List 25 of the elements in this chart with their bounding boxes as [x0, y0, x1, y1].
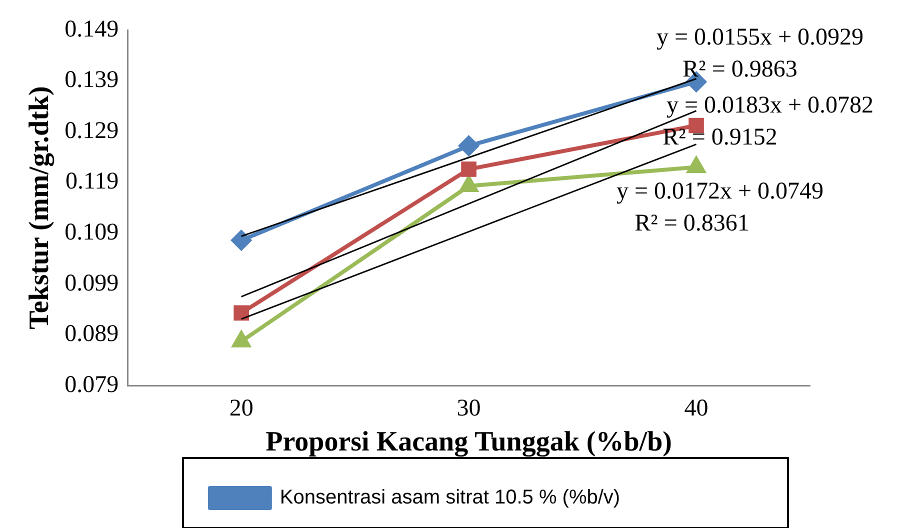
- point: [688, 118, 704, 134]
- y-tick-label: 0.129: [64, 118, 119, 144]
- point: [461, 162, 476, 177]
- annotation: R² = 0.8361: [634, 210, 750, 236]
- annotation: y = 0.0183x + 0.0782: [666, 92, 874, 118]
- annotation: y = 0.0172x + 0.0749: [616, 178, 824, 204]
- y-tick-label: 0.089: [64, 321, 119, 348]
- x-tick-label: 40: [684, 395, 708, 422]
- x-tick-label: 30: [456, 395, 481, 422]
- annotation: y = 0.0155x + 0.0929: [656, 24, 864, 50]
- legend-label: Konsentrasi asam sitrat 10.5 % (%b/v): [280, 486, 620, 509]
- y-axis-title: Tekstur (mm/gr.dtk): [24, 86, 56, 330]
- x-axis-title: Proporsi Kacang Tunggak (%b/b): [266, 426, 672, 458]
- y-tick-label: 0.139: [64, 67, 119, 94]
- y-tick-label: 0.099: [64, 270, 119, 296]
- y-tick-label: 0.109: [64, 219, 119, 246]
- annotation: R² = 0.9863: [682, 56, 798, 82]
- y-tick-label: 0.149: [64, 16, 119, 42]
- y-tick-label: 0.119: [65, 168, 119, 195]
- y-tick-label: 0.079: [64, 372, 119, 398]
- annotation: R² = 0.9152: [662, 124, 778, 150]
- point: [231, 230, 252, 250]
- point: [234, 305, 249, 321]
- x-tick-label: 20: [229, 395, 254, 422]
- point: [458, 136, 479, 156]
